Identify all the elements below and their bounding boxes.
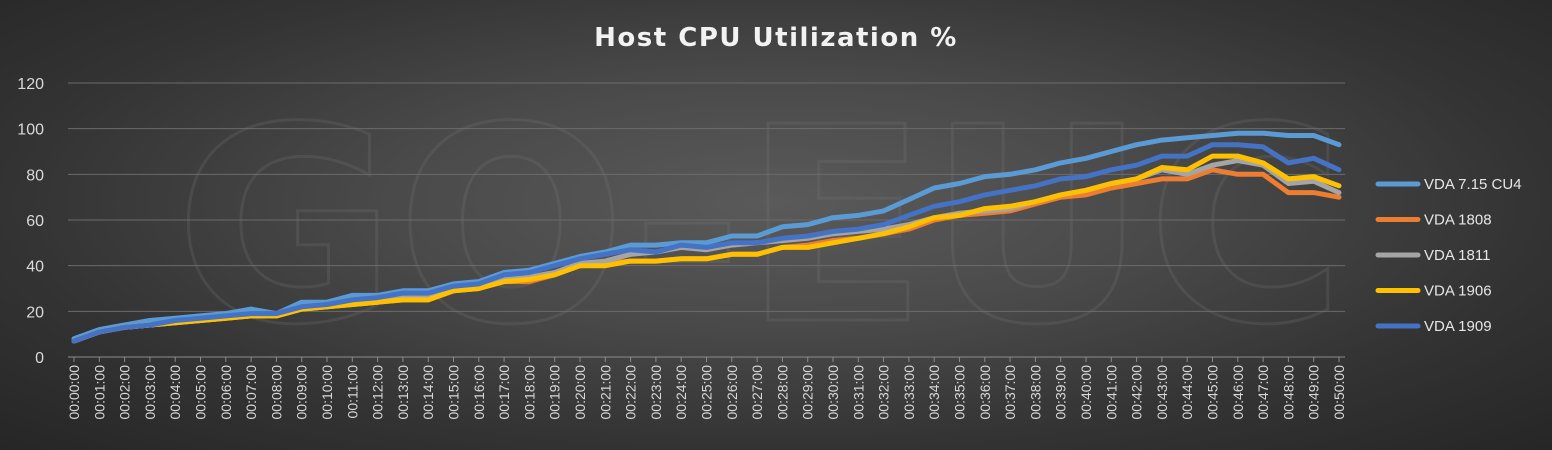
x-tick-label: 00:03:00	[142, 365, 158, 420]
x-tick-label: 00:19:00	[547, 365, 563, 420]
x-tick-label: 00:42:00	[1129, 365, 1145, 420]
x-tick-label: 00:49:00	[1306, 365, 1322, 420]
x-tick-label: 00:10:00	[319, 365, 335, 420]
x-tick-label: 00:09:00	[294, 365, 310, 420]
x-tick-label: 00:13:00	[395, 365, 411, 420]
x-tick-label: 00:44:00	[1179, 365, 1195, 420]
x-tick-label: 00:46:00	[1230, 365, 1246, 420]
x-tick-label: 00:34:00	[926, 365, 942, 420]
x-axis-ticks: 00:00:00 00:01:00 00:02:00 00:03:00 00:04:00…	[66, 357, 1347, 420]
x-tick-label: 00:29:00	[800, 365, 816, 420]
x-tick-label: 00:50:00	[1331, 365, 1347, 420]
x-tick-label: 00:14:00	[420, 365, 436, 420]
legend-label: VDA 1909	[1424, 318, 1492, 335]
y-axis-ticks: 0 20 40 60 80 100 120	[17, 76, 44, 367]
x-tick-label: 00:07:00	[243, 365, 259, 420]
x-tick-label: 00:00:00	[66, 365, 82, 420]
x-tick-label: 00:12:00	[370, 365, 386, 420]
x-tick-label: 00:47:00	[1255, 365, 1271, 420]
x-tick-label: 00:21:00	[597, 365, 613, 420]
y-tick-label: 100	[17, 122, 44, 139]
x-tick-label: 00:06:00	[218, 365, 234, 420]
x-tick-label: 00:37:00	[1002, 365, 1018, 420]
x-tick-label: 00:05:00	[193, 365, 209, 420]
x-tick-label: 00:08:00	[268, 365, 284, 420]
x-tick-label: 00:27:00	[749, 365, 765, 420]
x-tick-label: 00:43:00	[1154, 365, 1170, 420]
legend: VDA 7.15 CU4 VDA 1808 VDA 1811 VDA 1906 VDA …	[1375, 176, 1522, 335]
x-tick-label: 00:23:00	[648, 365, 664, 420]
chart-title: Host CPU Utilization %	[594, 23, 958, 53]
x-tick-label: 00:18:00	[521, 365, 537, 420]
x-tick-label: 00:01:00	[91, 365, 107, 420]
x-tick-label: 00:48:00	[1280, 365, 1296, 420]
x-tick-label: 00:17:00	[496, 365, 512, 420]
y-tick-label: 40	[26, 259, 44, 276]
series-line	[71, 142, 1342, 344]
x-tick-label: 00:40:00	[1078, 365, 1094, 420]
x-tick-label: 00:25:00	[699, 365, 715, 420]
x-tick-label: 00:26:00	[724, 365, 740, 420]
x-tick-label: 00:33:00	[901, 365, 917, 420]
x-tick-label: 00:02:00	[117, 365, 133, 420]
legend-label: VDA 1811	[1424, 247, 1490, 264]
legend-label: VDA 1808	[1424, 212, 1492, 229]
x-tick-label: 00:31:00	[850, 365, 866, 420]
x-tick-label: 00:32:00	[876, 365, 892, 420]
y-tick-label: 60	[26, 213, 44, 230]
watermark: GO-EUC	[175, 69, 1345, 384]
x-tick-label: 00:20:00	[572, 365, 588, 420]
x-tick-label: 00:28:00	[774, 365, 790, 420]
x-tick-label: 00:30:00	[825, 365, 841, 420]
legend-label: VDA 7.15 CU4	[1424, 176, 1522, 193]
legend-label: VDA 1906	[1424, 283, 1492, 300]
y-tick-label: 80	[26, 167, 44, 184]
x-tick-label: 00:39:00	[1053, 365, 1069, 420]
x-tick-label: 00:41:00	[1103, 365, 1119, 420]
x-tick-label: 00:24:00	[673, 365, 689, 420]
y-tick-label: 20	[26, 304, 44, 321]
x-tick-label: 00:04:00	[167, 365, 183, 420]
x-tick-label: 00:15:00	[446, 365, 462, 420]
y-tick-label: 120	[17, 76, 44, 93]
series-lines	[71, 130, 1342, 344]
x-tick-label: 00:45:00	[1205, 365, 1221, 420]
x-tick-label: 00:38:00	[1027, 365, 1043, 420]
x-tick-label: 00:35:00	[952, 365, 968, 420]
x-tick-label: 00:11:00	[344, 365, 360, 419]
x-tick-label: 00:16:00	[471, 365, 487, 420]
x-tick-label: 00:36:00	[977, 365, 993, 420]
y-tick-label: 0	[35, 350, 44, 367]
x-tick-label: 00:22:00	[623, 365, 639, 420]
